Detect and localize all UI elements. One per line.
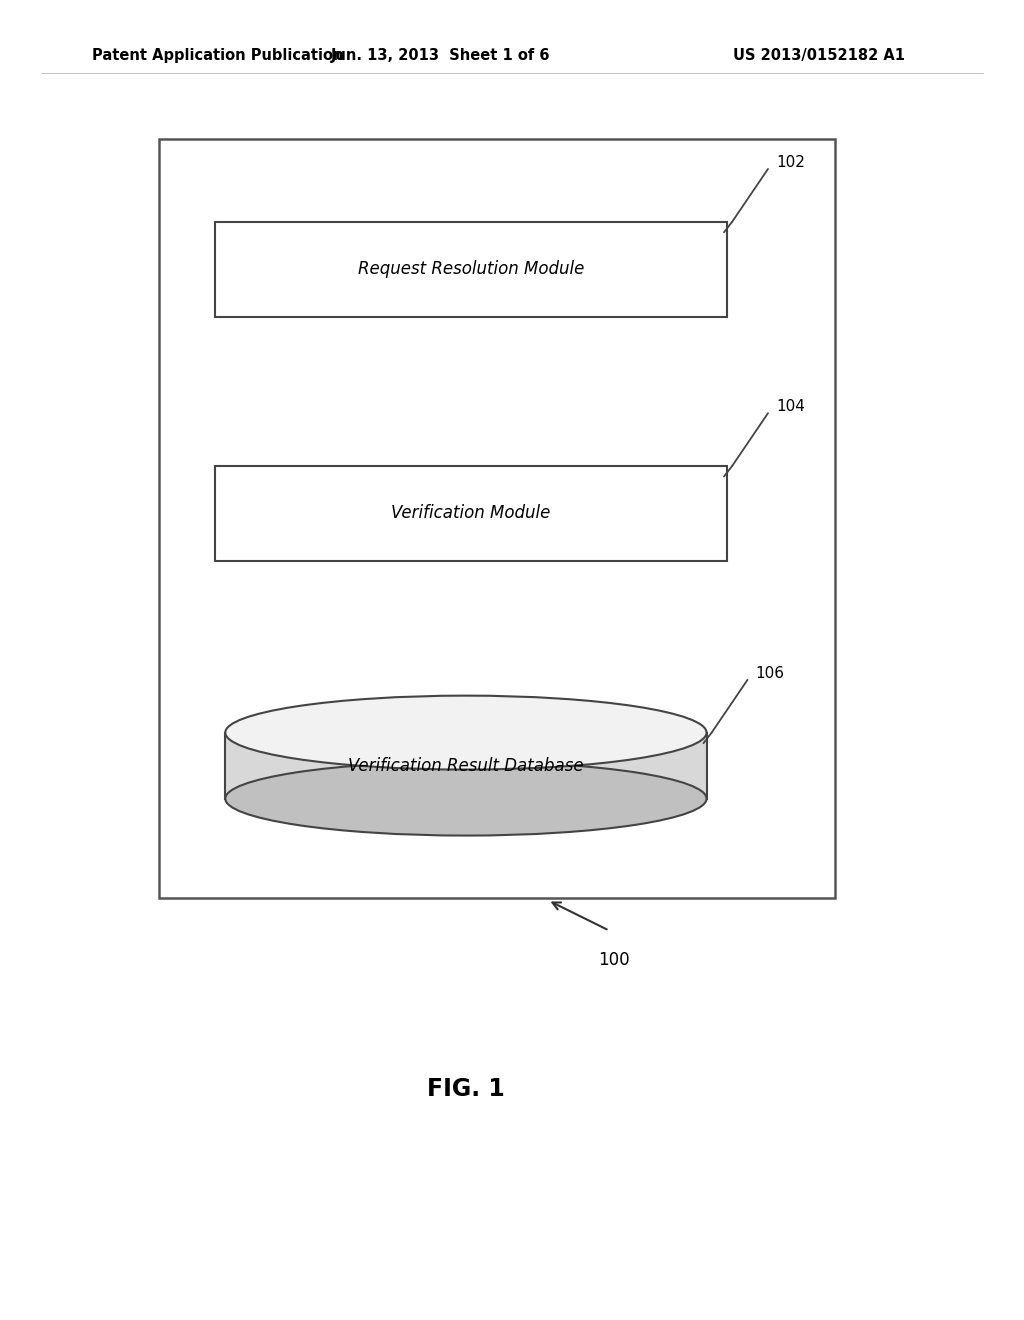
- FancyBboxPatch shape: [215, 466, 727, 561]
- FancyBboxPatch shape: [159, 139, 835, 898]
- Text: Verification Module: Verification Module: [391, 504, 551, 523]
- Text: Request Resolution Module: Request Resolution Module: [357, 260, 585, 279]
- Text: Verification Result Database: Verification Result Database: [348, 756, 584, 775]
- Ellipse shape: [225, 762, 707, 836]
- Text: 100: 100: [599, 950, 630, 969]
- Text: 102: 102: [776, 154, 805, 170]
- Text: Jun. 13, 2013  Sheet 1 of 6: Jun. 13, 2013 Sheet 1 of 6: [331, 48, 550, 63]
- Text: 104: 104: [776, 399, 805, 414]
- Text: 106: 106: [756, 665, 784, 681]
- Text: US 2013/0152182 A1: US 2013/0152182 A1: [733, 48, 905, 63]
- FancyBboxPatch shape: [215, 222, 727, 317]
- Polygon shape: [225, 733, 707, 799]
- Ellipse shape: [225, 696, 707, 770]
- Text: Patent Application Publication: Patent Application Publication: [92, 48, 344, 63]
- Text: FIG. 1: FIG. 1: [427, 1077, 505, 1101]
